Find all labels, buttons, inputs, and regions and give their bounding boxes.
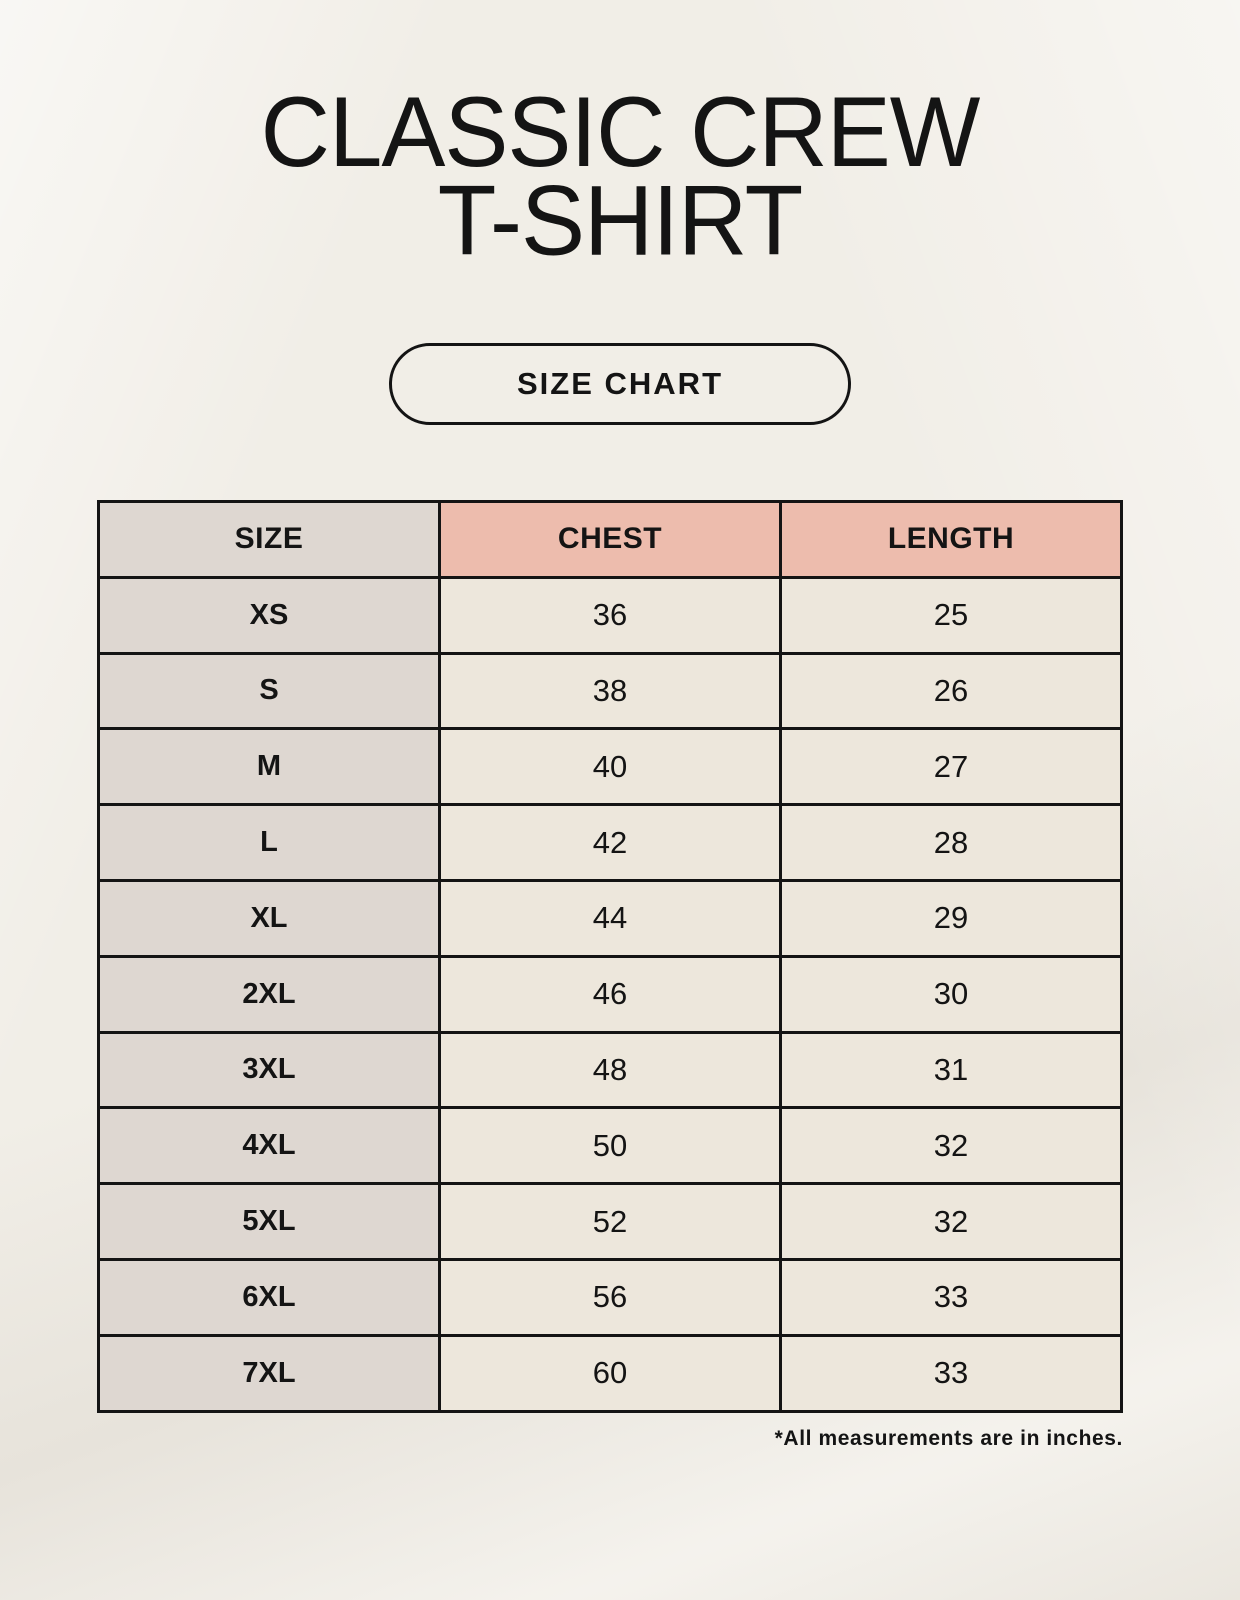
size-cell: M: [97, 727, 441, 807]
column-header-size: SIZE: [97, 500, 441, 579]
size-cell: S: [97, 651, 441, 731]
chest-cell: 42: [438, 803, 782, 882]
chest-cell: 60: [438, 1333, 782, 1413]
chest-cell: 48: [438, 1030, 782, 1110]
table-row: XS 36 25: [97, 575, 1123, 655]
table-row: M 40 27: [97, 727, 1123, 807]
chest-cell: 44: [438, 878, 782, 958]
length-cell: 33: [779, 1257, 1123, 1337]
page-title-line2: T-SHIRT: [437, 166, 804, 277]
size-cell: 4XL: [97, 1106, 441, 1186]
size-chart-badge-label: SIZE CHART: [517, 365, 723, 401]
chest-cell: 38: [438, 651, 782, 731]
page-title: CLASSIC CREW T-SHIRT: [0, 0, 1240, 277]
table-row: 5XL 52 32: [97, 1182, 1123, 1261]
table-row: L 42 28: [97, 803, 1123, 882]
length-cell: 32: [779, 1182, 1123, 1261]
size-cell: 3XL: [97, 1030, 441, 1110]
size-cell: L: [97, 803, 441, 882]
table-header-row: SIZE CHEST LENGTH: [97, 500, 1123, 579]
size-table: SIZE CHEST LENGTH XS 36 25 S 38 26 M 40 27 L 42 28 X…: [97, 500, 1123, 1413]
size-cell: 6XL: [97, 1257, 441, 1337]
size-cell: XS: [97, 575, 441, 655]
size-cell: 5XL: [97, 1182, 441, 1261]
chest-cell: 46: [438, 954, 782, 1034]
size-cell: 7XL: [97, 1333, 441, 1413]
length-cell: 32: [779, 1106, 1123, 1186]
size-table-body: XS 36 25 S 38 26 M 40 27 L 42 28 XL 44 29 2XL 46 30 3XL 48 3…: [97, 575, 1123, 1413]
size-cell: 2XL: [97, 954, 441, 1034]
size-cell: XL: [97, 878, 441, 958]
length-cell: 33: [779, 1333, 1123, 1413]
size-table-section: SIZE CHEST LENGTH XS 36 25 S 38 26 M 40 27 L 42 28 X…: [97, 500, 1123, 1451]
length-cell: 27: [779, 727, 1123, 807]
length-cell: 30: [779, 954, 1123, 1034]
length-cell: 25: [779, 575, 1123, 655]
table-row: 7XL 60 33: [97, 1333, 1123, 1413]
table-row: 6XL 56 33: [97, 1257, 1123, 1337]
table-row: 4XL 50 32: [97, 1106, 1123, 1186]
table-row: 3XL 48 31: [97, 1030, 1123, 1110]
measurements-footnote: *All measurements are in inches.: [774, 1426, 1123, 1450]
table-row: S 38 26: [97, 651, 1123, 731]
chest-cell: 52: [438, 1182, 782, 1261]
table-row: XL 44 29: [97, 878, 1123, 958]
chest-cell: 56: [438, 1257, 782, 1337]
table-row: 2XL 46 30: [97, 954, 1123, 1034]
length-cell: 29: [779, 878, 1123, 958]
column-header-length: LENGTH: [779, 500, 1123, 579]
chest-cell: 36: [438, 575, 782, 655]
chest-cell: 40: [438, 727, 782, 807]
length-cell: 28: [779, 803, 1123, 882]
page-title-line1: CLASSIC CREW: [260, 77, 981, 188]
column-header-chest: CHEST: [438, 500, 782, 579]
length-cell: 31: [779, 1030, 1123, 1110]
chest-cell: 50: [438, 1106, 782, 1186]
size-chart-badge: SIZE CHART: [389, 342, 851, 425]
length-cell: 26: [779, 651, 1123, 731]
